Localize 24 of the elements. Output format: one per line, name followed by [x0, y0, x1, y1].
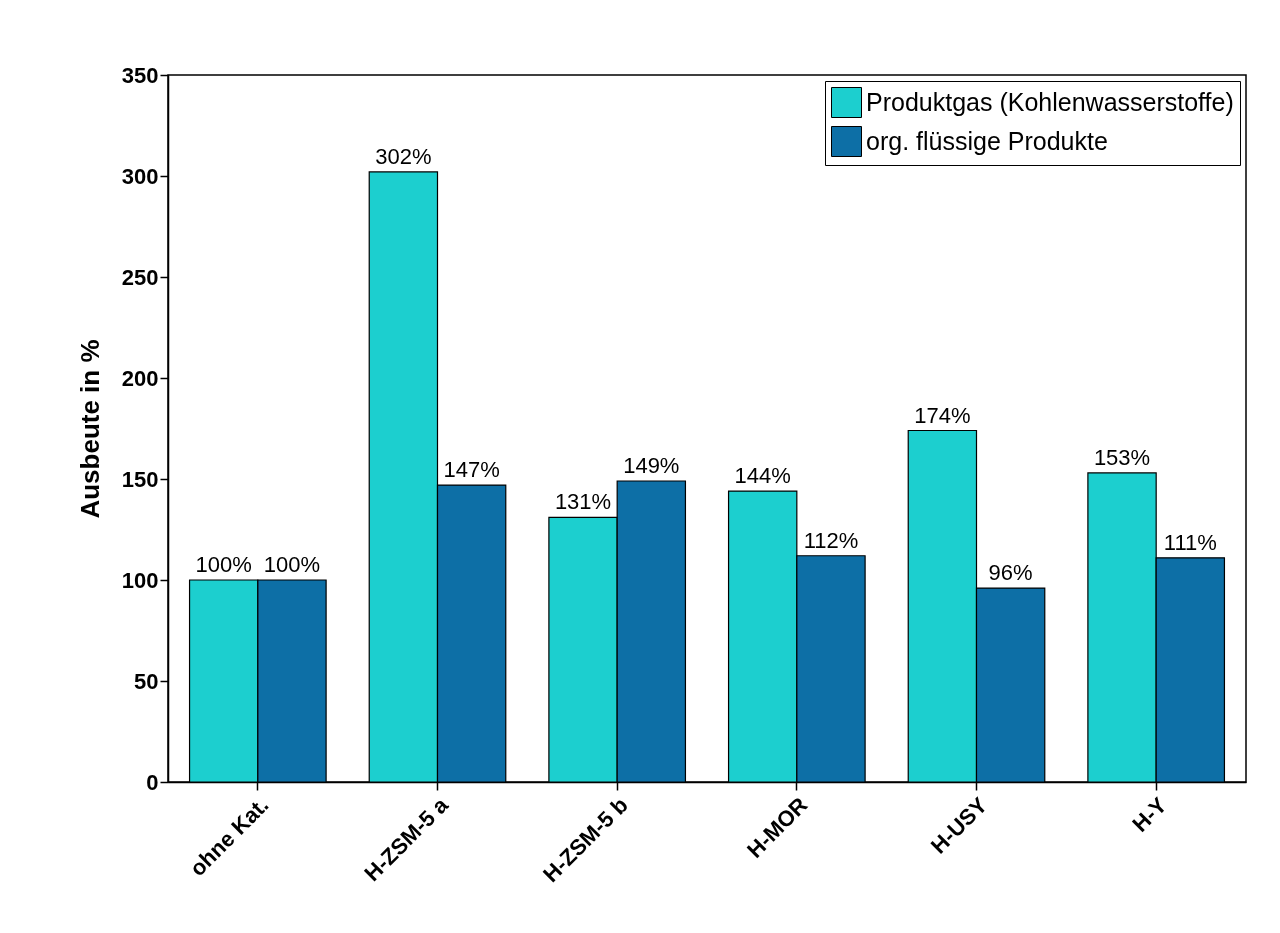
y-axis-title: Ausbeute in % — [74, 339, 105, 519]
y-tick-label: 300 — [121, 163, 159, 189]
y-tick-label: 0 — [146, 769, 159, 795]
data-label: 96% — [988, 560, 1033, 586]
data-label: 149% — [623, 453, 680, 479]
legend-label: org. flüssige Produkte — [866, 126, 1108, 155]
y-tick-label: 250 — [121, 264, 159, 290]
data-label: 153% — [1093, 444, 1151, 470]
data-label: 100% — [263, 552, 321, 577]
data-label: 147% — [443, 457, 500, 483]
data-label: 144% — [734, 463, 791, 489]
data-label: 131% — [554, 489, 612, 515]
data-label: 302% — [375, 143, 432, 169]
y-tick-label: 200 — [121, 365, 159, 391]
y-tick-label: 350 — [121, 62, 159, 88]
y-tick-label: 150 — [121, 466, 159, 492]
y-tick-label: 100 — [121, 567, 159, 593]
legend-label: Produktgas (Kohlenwasserstoffe) — [866, 87, 1234, 116]
data-label: 174% — [914, 402, 971, 428]
x-tick-label: H-Y — [1127, 792, 1172, 837]
data-label: 100% — [195, 552, 252, 577]
y-tick-label: 50 — [134, 668, 159, 694]
data-label: 112% — [803, 527, 859, 553]
data-label: 111% — [1163, 529, 1217, 555]
